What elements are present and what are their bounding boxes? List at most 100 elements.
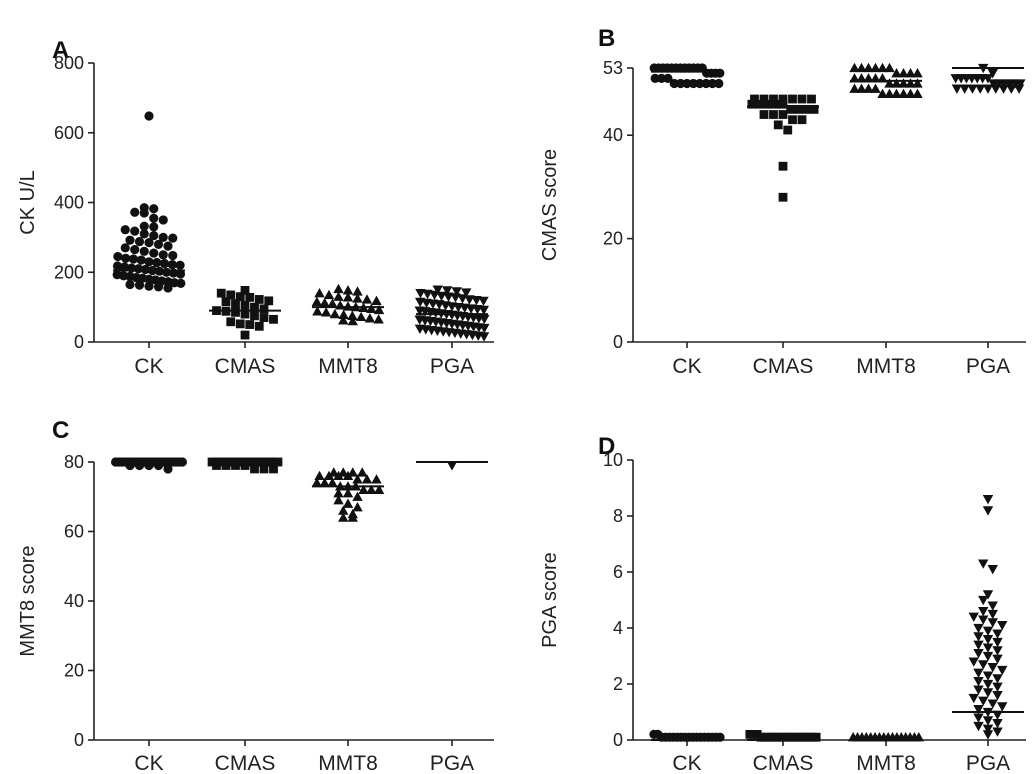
data-point [461,288,472,298]
data-point [992,727,1003,737]
data-point [347,315,358,326]
data-point [163,464,173,474]
data-point [982,635,994,645]
data-point [119,262,130,272]
data-point [333,488,344,498]
x-category-label: PGA [430,752,474,774]
data-point [769,94,778,104]
data-point [338,512,349,522]
data-point [464,295,475,305]
y-tick-label: 53 [603,58,623,78]
data-point [347,512,358,522]
data-point [159,258,170,269]
data-point [338,309,349,319]
data-point [863,83,874,93]
series-ck [649,63,725,89]
data-point [1006,84,1017,94]
x-category-label: CK [672,752,701,774]
data-point [136,255,146,265]
data-point [152,257,162,268]
data-point [158,232,168,242]
y-tick-label: 6 [613,562,623,582]
data-point [891,78,902,88]
data-point [968,657,979,667]
panel-letter: D [598,433,615,460]
data-point [656,73,667,83]
data-point [770,99,780,109]
data-point [312,306,323,316]
data-point [898,67,909,78]
data-point [371,474,382,484]
data-point [978,595,989,606]
data-point [176,278,186,289]
data-point [778,110,788,119]
data-point [235,292,245,302]
data-point [982,84,994,94]
series-cmas [207,457,283,474]
data-point [967,84,978,94]
data-point [134,236,145,247]
data-point [175,269,186,279]
x-category-label: CMAS [215,752,276,774]
data-point [366,484,377,494]
data-point [144,281,154,291]
data-point [149,222,159,232]
data-point [856,83,867,93]
data-point [973,623,984,634]
data-point [357,467,368,477]
data-point [134,280,145,290]
data-point [342,285,354,295]
data-point [352,491,363,501]
data-point [973,721,984,732]
data-point [373,484,385,494]
data-point [769,110,778,119]
data-point [347,310,358,321]
data-point [149,204,159,214]
y-tick-label: 60 [64,522,84,542]
series-pga [950,63,1026,94]
data-point [323,289,335,300]
data-point [755,99,765,109]
data-point [778,99,788,109]
data-point [982,495,994,505]
data-point [231,307,240,317]
panel-letter: C [52,417,69,444]
y-tick-label: 20 [64,661,84,681]
data-point [797,94,807,104]
data-point [479,314,490,325]
y-tick-label: 80 [64,452,84,472]
data-point [801,104,811,114]
panel-letter: A [52,37,69,64]
y-tick-label: 0 [613,332,623,352]
data-point [120,225,130,235]
series-mmt8 [311,283,385,326]
data-point [982,651,994,662]
data-point [807,94,816,104]
data-point [371,295,382,306]
data-point [342,292,354,302]
data-point [140,264,151,275]
data-point [707,78,718,89]
data-point [778,94,788,104]
data-point [968,693,979,704]
data-point [320,307,332,317]
x-category-label: PGA [430,355,474,378]
data-point [987,699,998,709]
data-point [891,88,902,99]
data-point [149,248,159,258]
data-point [973,632,984,642]
data-point [982,730,994,740]
data-point [338,315,349,325]
data-point [264,296,274,306]
data-point [250,311,259,321]
data-point [877,62,888,73]
data-point [750,94,759,104]
data-point [870,83,881,93]
data-point [167,259,177,270]
data-point [669,78,679,89]
data-point [676,78,686,89]
panel-letter: B [598,25,615,52]
data-point [905,88,916,99]
data-point [975,84,986,94]
data-point [338,467,349,477]
